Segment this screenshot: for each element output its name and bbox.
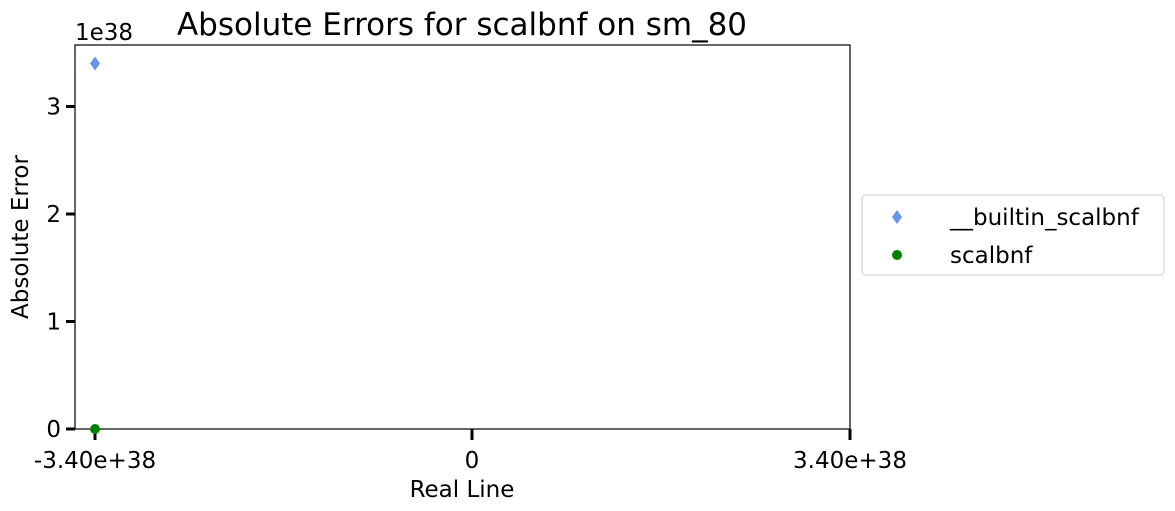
y-tick-label: 2 [46,202,61,228]
chart-title: Absolute Errors for scalbnf on sm_80 [177,7,747,43]
point-builtinscalbnf [90,56,100,71]
y-tick-label: 1 [46,310,61,336]
legend-frame [861,194,1165,276]
y-offset-label: 1e38 [75,20,133,46]
y-axis-ticks: 0 1 2 3 [46,95,75,443]
point-scalbnf [90,424,100,434]
x-tick-label: 3.40e+38 [793,448,907,474]
legend-label: scalbnf [950,243,1033,269]
plot-area [74,44,851,430]
x-tick-label: -3.40e+38 [34,448,156,474]
data-points [90,56,100,434]
legend-marker [892,250,902,260]
y-axis-label: Absolute Error [8,155,34,319]
y-tick-label: 3 [46,95,61,121]
x-tick-label: 0 [465,448,480,474]
legend-label: __builtin_scalbnf [949,205,1140,231]
x-axis-ticks: -3.40e+38 0 3.40e+38 [34,429,907,474]
x-axis-label: Real Line [410,477,515,503]
legend-marker [892,210,902,224]
y-tick-label: 0 [46,417,61,443]
